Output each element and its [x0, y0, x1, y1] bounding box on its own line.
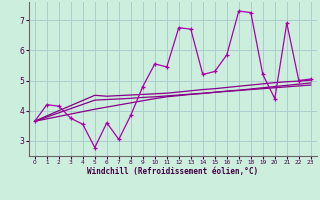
- X-axis label: Windchill (Refroidissement éolien,°C): Windchill (Refroidissement éolien,°C): [87, 167, 258, 176]
